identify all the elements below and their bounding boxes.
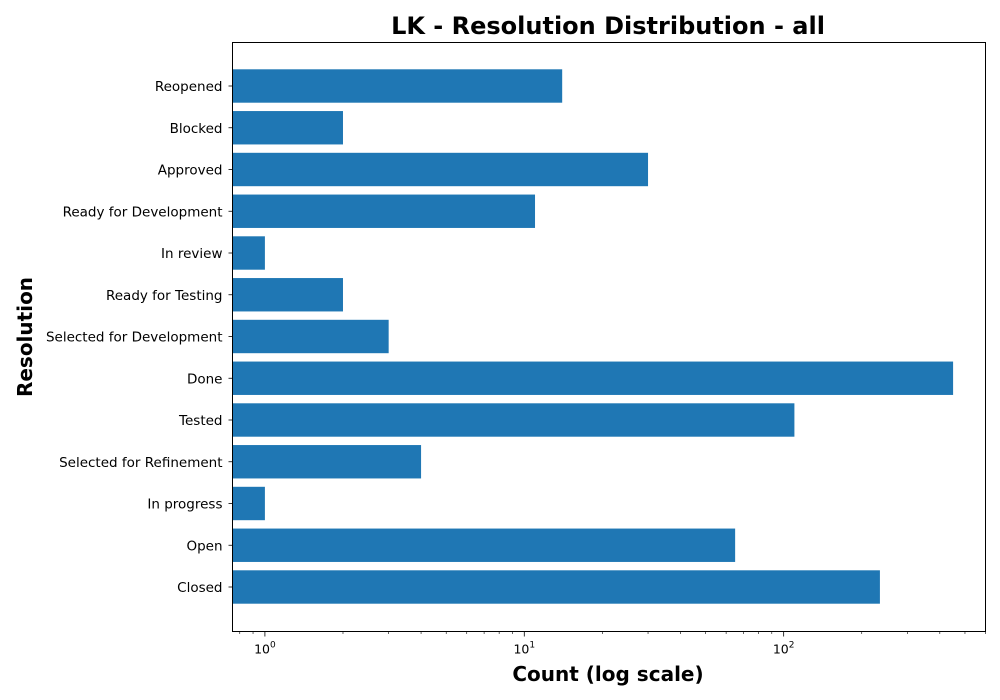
y-tick-label: Selected for Refinement <box>59 455 222 471</box>
y-tick-label: Ready for Testing <box>106 288 223 304</box>
bar-selected-for-development <box>232 319 389 354</box>
bar-approved <box>232 152 649 187</box>
y-tick-label: Closed <box>177 580 222 596</box>
x-tick-label: 101 <box>513 641 535 657</box>
bar-open <box>232 528 736 562</box>
y-ticks-group: Reopened Blocked Approved Ready for Develop… <box>46 79 233 596</box>
chart-title: LK - Resolution Distribution - all <box>391 12 825 40</box>
y-tick-label: Done <box>187 371 223 387</box>
bar-reopened <box>232 69 563 103</box>
y-tick-label: Approved <box>158 163 223 179</box>
bar-ready-for-development <box>232 194 536 228</box>
x-tick-label: 100 <box>254 641 276 657</box>
y-tick-label: Reopened <box>155 79 223 95</box>
bar-tested <box>232 403 795 437</box>
x-ticks-group: 100 101 102 <box>239 631 986 657</box>
x-tick-label: 102 <box>773 641 795 657</box>
y-tick-label: Open <box>186 538 222 554</box>
bar-blocked <box>232 111 343 145</box>
x-axis-label: Count (log scale) <box>512 662 703 686</box>
bar-done <box>232 361 954 395</box>
bar-ready-for-testing <box>232 278 343 312</box>
y-tick-label: Tested <box>178 413 222 429</box>
plot-frame <box>232 42 986 632</box>
y-tick-label: Ready for Development <box>63 204 223 220</box>
bars-group <box>232 69 954 604</box>
y-tick-label: Blocked <box>170 121 223 137</box>
bar-closed <box>232 570 880 604</box>
y-tick-label: Selected for Development <box>46 330 223 346</box>
bar-in-review <box>232 236 265 270</box>
y-tick-label: In review <box>161 246 222 262</box>
bar-selected-for-refinement <box>232 445 422 479</box>
y-tick-label: In progress <box>147 497 222 513</box>
y-axis-label: Resolution <box>13 277 37 397</box>
bar-in-progress <box>232 486 265 521</box>
